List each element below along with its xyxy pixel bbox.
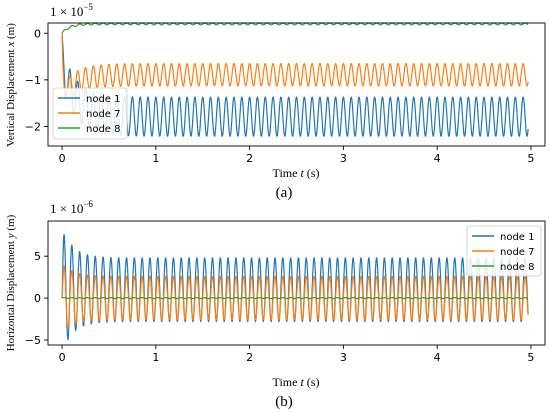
chart-b-frame bbox=[47, 220, 546, 346]
chart-b-xtick-label: 3 bbox=[340, 351, 347, 364]
chart-b-ytick-label: 0 bbox=[34, 292, 41, 305]
legend-a-node-8-label: node 8 bbox=[86, 124, 121, 135]
chart-b-xtick-label: 0 bbox=[59, 351, 66, 364]
chart-a-ticks: 0 1 2 3 4 5 0 −1 −2 bbox=[25, 27, 535, 165]
chart-a-series-node-8 bbox=[61, 22, 529, 34]
chart-a-xtick-label: 5 bbox=[527, 152, 534, 165]
chart-a-ylabel: Vertical Displacement x (m) bbox=[5, 23, 17, 147]
chart-b-ytick-label: −5 bbox=[25, 334, 41, 347]
chart-a-panel-label: (a) bbox=[276, 185, 293, 201]
legend-b-node-1-label: node 1 bbox=[500, 232, 535, 243]
chart-b-xlabel: Time t (s) bbox=[273, 375, 320, 389]
chart-a-legend-box bbox=[52, 87, 128, 140]
chart-b-ticks: 0 1 2 3 4 5 5 0 −5 bbox=[25, 250, 535, 364]
chart-b-scale-note: 1 × 10−6 bbox=[50, 199, 93, 216]
chart-a-frame bbox=[47, 22, 546, 147]
chart-a-xtick-label: 0 bbox=[59, 152, 66, 165]
chart-a-ytick-label: 0 bbox=[34, 27, 41, 40]
chart-b-xtick-label: 5 bbox=[527, 351, 534, 364]
chart-a-xtick-label: 4 bbox=[434, 152, 441, 165]
chart-a-series-node-7 bbox=[61, 33, 529, 102]
chart-b-xtick-label: 2 bbox=[246, 351, 253, 364]
chart-b-xtick-label: 1 bbox=[152, 351, 159, 364]
chart-a: 1 × 10−5 0 1 2 3 4 5 0 −1 −2 Vertical Displaceme… bbox=[5, 2, 546, 201]
chart-a-series-node-1 bbox=[61, 33, 529, 137]
chart-b-series-node-7 bbox=[61, 265, 529, 329]
chart-b-panel-label: (b) bbox=[275, 394, 293, 410]
chart-a-ytick-label: −1 bbox=[25, 74, 41, 87]
legend-a-node-7-label: node 7 bbox=[86, 109, 121, 120]
chart-a-xtick-label: 2 bbox=[246, 152, 253, 165]
chart-a-legend: node 1 node 7 node 8 bbox=[52, 87, 128, 140]
legend-b-node-7-label: node 7 bbox=[500, 247, 535, 258]
chart-a-scale-note: 1 × 10−5 bbox=[50, 2, 93, 19]
chart-a-plot-area bbox=[61, 22, 529, 137]
legend-a-node-1-label: node 1 bbox=[86, 94, 121, 105]
chart-b-legend-box bbox=[466, 225, 542, 277]
chart-a-xtick-label: 1 bbox=[152, 152, 159, 165]
chart-a-xlabel: Time t (s) bbox=[273, 166, 320, 180]
chart-b-ylabel: Horizontal Displacement y (m) bbox=[5, 214, 17, 351]
chart-b-plot-area bbox=[61, 233, 529, 341]
chart-b-series-node-1 bbox=[61, 233, 529, 341]
chart-a-xtick-label: 3 bbox=[340, 152, 347, 165]
chart-b: 1 × 10−6 0 1 2 3 4 5 5 0 −5 Horizontal Displacem… bbox=[5, 199, 546, 410]
chart-a-ytick-label: −2 bbox=[25, 120, 41, 133]
legend-b-node-8-label: node 8 bbox=[500, 262, 535, 273]
chart-b-xtick-label: 4 bbox=[434, 351, 441, 364]
chart-b-series-node-8 bbox=[61, 297, 529, 300]
chart-b-ytick-label: 5 bbox=[34, 250, 41, 263]
chart-b-legend: node 1 node 7 node 8 bbox=[466, 225, 542, 277]
